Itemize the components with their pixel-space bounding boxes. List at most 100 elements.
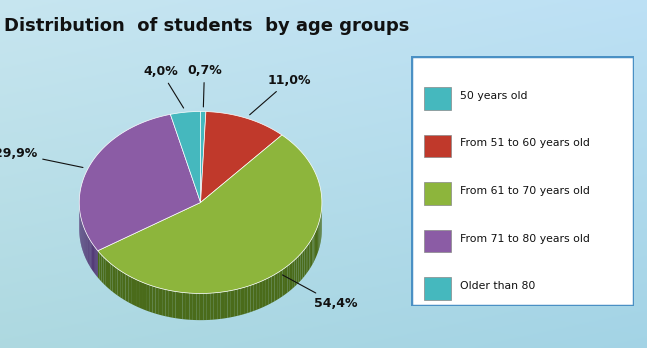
Polygon shape <box>263 279 266 307</box>
Polygon shape <box>175 292 179 319</box>
Polygon shape <box>149 285 153 313</box>
Polygon shape <box>115 267 118 295</box>
Text: Older than 80: Older than 80 <box>460 281 535 291</box>
Polygon shape <box>169 290 172 318</box>
Polygon shape <box>120 271 123 299</box>
Polygon shape <box>306 245 308 274</box>
Polygon shape <box>305 247 306 276</box>
Polygon shape <box>100 253 102 282</box>
Text: 54,4%: 54,4% <box>283 275 357 310</box>
Polygon shape <box>309 240 311 269</box>
Polygon shape <box>228 291 231 318</box>
FancyBboxPatch shape <box>411 56 634 306</box>
Polygon shape <box>315 230 316 260</box>
Polygon shape <box>137 280 140 308</box>
Polygon shape <box>166 290 169 317</box>
Polygon shape <box>290 262 292 291</box>
Polygon shape <box>200 293 203 320</box>
Polygon shape <box>254 283 257 311</box>
Polygon shape <box>318 223 319 252</box>
Polygon shape <box>89 238 90 266</box>
Polygon shape <box>126 274 128 302</box>
Polygon shape <box>87 235 88 263</box>
Polygon shape <box>201 112 282 203</box>
Text: 11,0%: 11,0% <box>250 74 311 115</box>
Text: 29,9%: 29,9% <box>0 147 83 167</box>
Polygon shape <box>90 239 91 267</box>
Text: From 71 to 80 years old: From 71 to 80 years old <box>460 234 590 244</box>
Polygon shape <box>319 220 320 250</box>
Polygon shape <box>97 250 98 277</box>
Polygon shape <box>266 278 269 306</box>
Text: From 61 to 70 years old: From 61 to 70 years old <box>460 186 590 196</box>
Polygon shape <box>285 266 287 294</box>
Polygon shape <box>128 276 131 304</box>
Polygon shape <box>287 264 290 293</box>
Polygon shape <box>102 255 104 284</box>
Polygon shape <box>96 248 97 276</box>
Polygon shape <box>172 291 175 318</box>
Text: 0,7%: 0,7% <box>187 64 222 107</box>
Polygon shape <box>203 293 207 320</box>
Polygon shape <box>250 284 254 312</box>
Polygon shape <box>131 277 134 305</box>
Polygon shape <box>316 228 317 257</box>
Bar <box>424 87 451 110</box>
Polygon shape <box>162 289 166 316</box>
Polygon shape <box>294 258 296 287</box>
Polygon shape <box>110 263 113 292</box>
Polygon shape <box>247 285 250 313</box>
Polygon shape <box>93 245 94 272</box>
Polygon shape <box>86 233 87 261</box>
Polygon shape <box>303 250 305 278</box>
Polygon shape <box>186 293 190 320</box>
Polygon shape <box>277 271 280 300</box>
Polygon shape <box>104 257 106 286</box>
Polygon shape <box>134 278 137 307</box>
Polygon shape <box>292 260 294 289</box>
Polygon shape <box>123 272 126 301</box>
Text: 4,0%: 4,0% <box>144 65 184 108</box>
Bar <box>424 182 451 205</box>
Bar <box>424 277 451 300</box>
Polygon shape <box>140 281 143 309</box>
Polygon shape <box>217 292 221 319</box>
Polygon shape <box>88 237 89 265</box>
Polygon shape <box>207 293 210 320</box>
Polygon shape <box>98 135 322 293</box>
Polygon shape <box>108 261 110 290</box>
Polygon shape <box>260 280 263 309</box>
Polygon shape <box>196 293 200 320</box>
Polygon shape <box>98 251 100 280</box>
Polygon shape <box>190 293 193 320</box>
Polygon shape <box>113 265 115 294</box>
Text: Distribution  of students  by age groups: Distribution of students by age groups <box>5 17 410 35</box>
Text: From 51 to 60 years old: From 51 to 60 years old <box>460 139 590 148</box>
Polygon shape <box>106 259 108 288</box>
Polygon shape <box>159 288 162 316</box>
Polygon shape <box>92 243 93 271</box>
Polygon shape <box>241 287 244 315</box>
Polygon shape <box>308 243 309 272</box>
Polygon shape <box>313 236 314 264</box>
Polygon shape <box>201 111 206 203</box>
Polygon shape <box>311 238 313 267</box>
Polygon shape <box>244 286 247 314</box>
Polygon shape <box>193 293 196 320</box>
Polygon shape <box>299 254 301 283</box>
Polygon shape <box>170 111 201 203</box>
Polygon shape <box>95 247 96 275</box>
Polygon shape <box>231 290 234 317</box>
Polygon shape <box>237 288 241 316</box>
Polygon shape <box>234 289 237 317</box>
Polygon shape <box>257 282 260 310</box>
Polygon shape <box>317 226 318 255</box>
Polygon shape <box>94 246 95 274</box>
Polygon shape <box>118 269 120 297</box>
Polygon shape <box>143 283 146 310</box>
Polygon shape <box>272 275 274 303</box>
Polygon shape <box>214 293 217 319</box>
Polygon shape <box>221 292 224 319</box>
Polygon shape <box>156 287 159 315</box>
Polygon shape <box>269 276 272 304</box>
